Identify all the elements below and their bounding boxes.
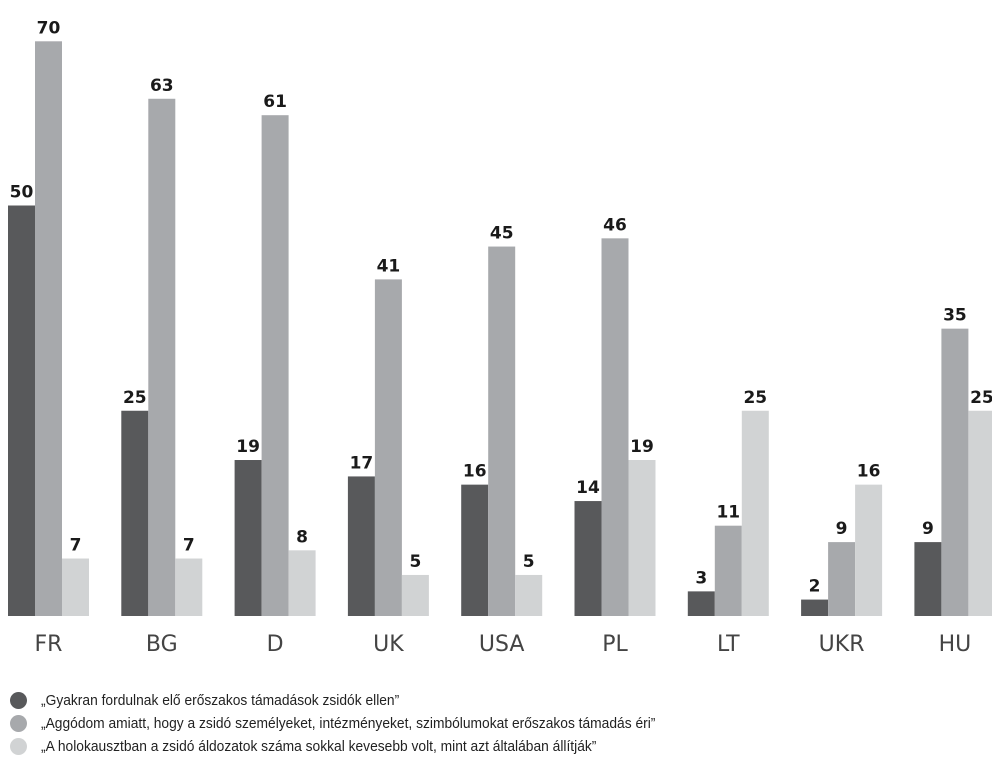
legend-swatch-circle-icon (10, 692, 27, 709)
category-label-usa: USA (479, 632, 525, 657)
category-label-ukr: UKR (819, 632, 865, 657)
bar-bg-series-3 (175, 558, 203, 616)
bar-fr-series-2 (35, 41, 62, 617)
value-label-bg-series-3: 7 (183, 536, 195, 556)
category-label-bg: BG (146, 632, 178, 657)
category-labels-group: FR BG D UK USA PL LT UKR HU (35, 632, 972, 657)
value-label-ukr-series-3: 16 (857, 462, 881, 482)
bar-ukr-series-1 (801, 599, 829, 616)
value-label-ukr-series-2: 9 (836, 519, 848, 539)
category-label-uk: UK (373, 632, 404, 657)
value-label-hu-series-1: 9 (922, 519, 934, 539)
bar-hu-series-2 (941, 328, 969, 616)
bar-ukr-series-3 (855, 484, 883, 616)
bar-lt-series-1 (687, 591, 715, 616)
value-label-uk-series-3: 5 (409, 552, 421, 572)
bar-d-series-2 (261, 115, 289, 616)
legend-label: „Gyakran fordulnak elő erőszakos támadás… (41, 692, 400, 709)
bar-usa-series-1 (461, 484, 489, 616)
value-label-d-series-1: 19 (236, 437, 260, 457)
bar-lt-series-3 (741, 410, 769, 616)
value-label-lt-series-2: 11 (716, 503, 740, 523)
value-label-uk-series-1: 17 (350, 453, 374, 473)
value-label-d-series-3: 8 (296, 527, 308, 547)
value-label-lt-series-3: 25 (743, 388, 767, 408)
value-label-d-series-2: 61 (263, 92, 287, 112)
value-label-bg-series-2: 63 (150, 76, 174, 96)
value-label-bg-series-1: 25 (123, 388, 147, 408)
bar-fr-series-3 (62, 558, 89, 616)
legend-item-series-1: „Gyakran fordulnak elő erőszakos támadás… (10, 689, 980, 712)
category-label-d: D (267, 632, 284, 657)
legend: „Gyakran fordulnak elő erőszakos támadás… (10, 689, 980, 758)
legend-label: „Aggódom amiatt, hogy a zsidó személyeke… (41, 715, 656, 732)
bar-pl-series-3 (628, 460, 656, 616)
value-label-pl-series-1: 14 (576, 478, 600, 498)
bar-usa-series-3 (515, 574, 543, 616)
value-label-usa-series-1: 16 (463, 462, 487, 482)
category-label-hu: HU (939, 632, 972, 657)
bar-lt-series-2 (714, 525, 742, 616)
bar-hu-series-3 (968, 410, 992, 616)
value-labels-group: 50 70 7 25 63 7 19 61 8 17 41 5 16 45 5 14 46 19 3 11 25 2 9 16… (10, 18, 992, 596)
category-label-lt: LT (717, 632, 740, 657)
value-label-usa-series-3: 5 (523, 552, 535, 572)
value-label-lt-series-1: 3 (695, 568, 707, 588)
legend-swatch-circle-icon (10, 715, 27, 732)
bar-ukr-series-2 (828, 542, 856, 616)
bar-bg-series-2 (148, 98, 176, 616)
bar-hu-series-1 (914, 542, 942, 616)
category-label-fr: FR (35, 632, 63, 657)
bar-uk-series-2 (374, 279, 402, 616)
bar-d-series-3 (288, 550, 316, 616)
value-label-pl-series-2: 46 (603, 215, 627, 235)
bars-group (8, 41, 992, 617)
legend-item-series-3: „A holokausztban a zsidó áldozatok száma… (10, 735, 980, 758)
value-label-fr-series-3: 7 (70, 536, 82, 556)
bar-usa-series-2 (488, 246, 516, 617)
value-label-uk-series-2: 41 (377, 256, 401, 276)
bar-pl-series-1 (574, 501, 602, 616)
legend-item-series-2: „Aggódom amiatt, hogy a zsidó személyeke… (10, 712, 980, 735)
legend-label: „A holokausztban a zsidó áldozatok száma… (41, 738, 597, 755)
value-label-pl-series-3: 19 (630, 437, 654, 457)
value-label-hu-series-2: 35 (943, 306, 967, 326)
bar-pl-series-2 (601, 238, 629, 616)
value-label-fr-series-2: 70 (37, 18, 61, 38)
bar-uk-series-3 (401, 574, 429, 616)
bar-d-series-1 (234, 460, 262, 616)
value-label-fr-series-1: 50 (10, 183, 34, 203)
value-label-usa-series-2: 45 (490, 224, 514, 244)
legend-swatch-circle-icon (10, 738, 27, 755)
bar-bg-series-1 (121, 410, 149, 616)
bar-chart: 50 70 7 25 63 7 19 61 8 17 41 5 16 45 5 14 46 19 3 11 25 2 9 16… (8, 18, 992, 657)
category-label-pl: PL (602, 632, 628, 657)
bar-fr-series-1 (8, 205, 35, 616)
value-label-ukr-series-1: 2 (809, 577, 821, 597)
bar-uk-series-1 (347, 476, 375, 616)
value-label-hu-series-3: 25 (970, 388, 992, 408)
